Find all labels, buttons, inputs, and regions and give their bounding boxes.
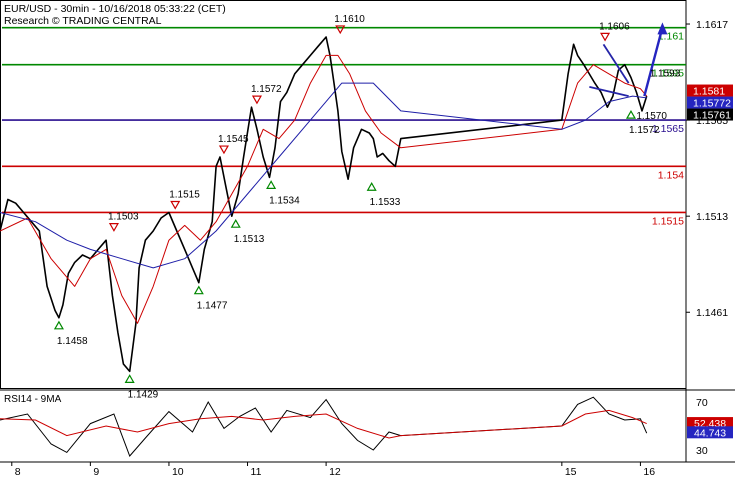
x-tick-label: 9 — [93, 466, 99, 478]
x-tick-label: 11 — [251, 466, 262, 478]
series-ma_fast — [0, 54, 648, 324]
price-tag-bg — [687, 108, 733, 121]
swing-high-label: 1.1515 — [169, 189, 200, 200]
swing-low-marker — [266, 180, 277, 189]
rsi-tag-bg — [687, 426, 733, 439]
x-tick-label: 8 — [15, 466, 21, 478]
swing-low-label: 1.1429 — [128, 389, 159, 400]
swing-annotations: 1.1458 1.1503 1.1429 1.1515 1.1477 1.1545 1.15… — [53, 14, 681, 400]
panel-borders — [0, 0, 735, 463]
price-tag-bg — [687, 96, 733, 109]
swing-low-marker — [230, 218, 241, 228]
rsi-tag-bg — [687, 417, 733, 430]
y-tick-label: 1.1513 — [696, 211, 728, 223]
chart-subtitle: Research © TRADING CENTRAL — [4, 15, 162, 27]
chart-title: EUR/USD - 30min - 10/16/2018 05:33:22 (C… — [4, 3, 226, 15]
rsi-tag-label: 44.743 — [694, 427, 726, 439]
rsi-label: RSI14 - 9MA — [4, 394, 62, 405]
swing-low-label: 1.1458 — [57, 336, 88, 347]
price-tag-bg — [687, 84, 733, 97]
main-panel-border — [0, 0, 687, 389]
rsi-tick-label: 70 — [696, 397, 708, 409]
swing-low-marker — [53, 320, 64, 330]
price-annotation-label: 1.1593 — [650, 68, 681, 79]
swing-high-label: 1.1606 — [599, 21, 630, 32]
x-tick-label: 15 — [565, 466, 577, 478]
price-annotation-label: 1.1570 — [636, 111, 667, 122]
swing-low-label: 1.1534 — [269, 195, 300, 206]
rsi-line — [0, 396, 648, 457]
level-label: 1.1515 — [652, 215, 684, 227]
rsi-tick-label: 30 — [696, 445, 708, 457]
series-price — [0, 36, 648, 373]
swing-high-marker — [108, 223, 119, 232]
axes: 1.1461 1.1513 1.1565 1.1617 8 9 10 11 12 15 16 1.15… — [11, 19, 733, 478]
swing-low-label: 1.1513 — [234, 234, 265, 245]
x-tick-label: 16 — [643, 466, 655, 478]
level-label: 1.1565 — [652, 123, 684, 135]
swing-high-marker — [251, 95, 262, 105]
swing-low-marker — [124, 374, 135, 383]
swing-high-marker — [170, 200, 181, 210]
price-tag-label: 1.15761 — [693, 110, 731, 122]
price-series — [0, 22, 668, 373]
y-tick-label: 1.1461 — [696, 307, 728, 319]
level-label: 1.154 — [658, 169, 684, 181]
swing-high-marker — [335, 25, 346, 35]
swing-low-label: 1.1533 — [370, 197, 401, 208]
y-tick-label: 1.1617 — [696, 19, 728, 31]
pattern-line — [602, 43, 630, 84]
swing-low-marker — [366, 182, 377, 191]
series-ma_slow — [0, 82, 647, 269]
forecast-arrow-head — [657, 22, 668, 35]
x-tick-label: 10 — [172, 466, 184, 478]
swing-low-marker — [193, 285, 204, 295]
level-label: 1.1595 — [652, 68, 684, 80]
swing-high-label: 1.1503 — [108, 212, 139, 223]
forecast-arrow-shaft — [643, 27, 664, 97]
price-tag-label: 1.1581 — [693, 86, 725, 98]
rsi-ma-line — [0, 409, 647, 439]
swing-high-marker — [600, 32, 611, 42]
swing-high-marker — [218, 145, 229, 155]
swing-low-marker — [625, 109, 637, 119]
x-tick-label: 12 — [329, 466, 341, 478]
swing-low-label: 1.1572 — [629, 125, 660, 136]
swing-high-label: 1.1610 — [334, 14, 365, 25]
swing-high-label: 1.1572 — [251, 84, 282, 95]
pattern-line — [589, 85, 629, 97]
swing-high-label: 1.1545 — [218, 134, 249, 145]
swing-low-label: 1.1477 — [197, 301, 228, 312]
price-tag-label: 1.15772 — [693, 98, 731, 110]
